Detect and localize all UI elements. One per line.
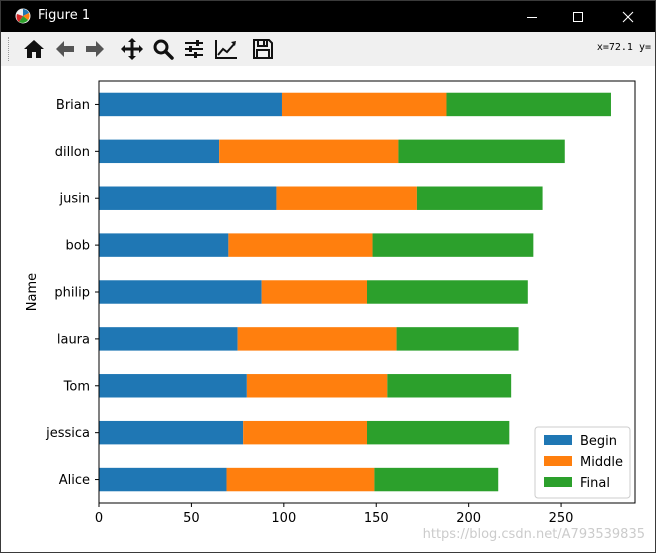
legend-swatch-middle (544, 456, 572, 466)
x-tick-label: 250 (549, 511, 574, 526)
bar-laura-middle (237, 327, 397, 351)
arrow-right-icon (86, 41, 104, 57)
window-title: Figure 1 (38, 8, 91, 23)
title-bar[interactable]: Figure 1 (1, 1, 655, 32)
matplotlib-logo-icon (15, 8, 31, 24)
home-button[interactable] (20, 35, 48, 63)
y-tick-label: jessica (45, 426, 90, 441)
navigation-toolbar: x=72.1 y= (1, 32, 655, 66)
bar-philip-begin (99, 280, 262, 304)
watermark: https://blog.csdn.net/A793539835 (422, 527, 645, 542)
legend-label-final: Final (580, 476, 610, 491)
legend-label-begin: Begin (580, 434, 617, 449)
close-button[interactable] (605, 1, 651, 32)
back-button[interactable] (51, 35, 79, 63)
bar-philip-middle (261, 280, 367, 304)
sliders-icon (185, 40, 203, 58)
x-tick-label: 150 (364, 511, 389, 526)
bar-alice-middle (226, 467, 375, 492)
line-chart-icon (215, 40, 237, 59)
bar-jessica-begin (99, 420, 244, 445)
x-tick-label: 50 (183, 511, 200, 526)
bar-jusin-final (416, 186, 543, 210)
x-tick-label: 200 (456, 511, 481, 526)
bar-jusin-middle (276, 186, 417, 210)
minimize-button[interactable] (509, 1, 555, 32)
y-tick-label: philip (54, 286, 90, 301)
bar-alice-final (374, 467, 499, 492)
bar-jessica-final (367, 420, 510, 445)
figure-canvas[interactable]: Alice jessica Tom laura philip bob jusin dillon… (1, 66, 655, 552)
maximize-button[interactable] (555, 1, 601, 32)
y-tick-label: bob (66, 239, 90, 254)
cursor-coordinates: x=72.1 y= (596, 42, 651, 53)
bar-alice-begin (99, 467, 227, 492)
arrow-left-icon (56, 41, 74, 57)
bar-jessica-middle (243, 420, 367, 445)
bar-laura-final (396, 327, 519, 351)
bar-bob-final (372, 233, 534, 257)
y-tick-label: Alice (59, 473, 90, 488)
move-icon (121, 38, 143, 60)
legend-swatch-final (544, 477, 572, 487)
y-axis-label: Name (25, 273, 40, 311)
bar-brian-middle (281, 92, 447, 117)
x-tick-label: 0 (95, 511, 103, 526)
magnifier-icon (153, 39, 174, 60)
bar-jusin-begin (99, 186, 277, 210)
bar-dillon-begin (99, 139, 220, 164)
floppy-disk-icon (253, 39, 273, 59)
close-icon (622, 11, 634, 22)
pan-button[interactable] (118, 35, 146, 63)
plot-frame (98, 80, 636, 504)
configure-subplots-button[interactable] (180, 35, 208, 63)
legend-label-middle: Middle (580, 455, 623, 470)
y-tick-label: jusin (59, 192, 90, 207)
stacked-bar-chart: Alice jessica Tom laura philip bob jusin dillon… (25, 80, 636, 526)
home-icon (24, 40, 44, 58)
zoom-button[interactable] (149, 35, 177, 63)
maximize-icon (573, 11, 583, 22)
edit-axis-button[interactable] (212, 35, 240, 63)
y-tick-label: Tom (63, 379, 90, 394)
save-button[interactable] (249, 35, 277, 63)
minimize-icon (527, 16, 537, 18)
bar-dillon-middle (219, 139, 399, 164)
bar-bob-middle (228, 233, 373, 257)
bar-tom-middle (246, 374, 388, 398)
bar-philip-final (367, 280, 528, 304)
legend-swatch-begin (544, 435, 572, 445)
y-tick-label: dillon (55, 145, 90, 160)
bar-brian-final (446, 92, 611, 117)
toolbar-grip[interactable] (8, 37, 12, 61)
bar-brian-begin (99, 92, 282, 117)
y-tick-label: Brian (56, 98, 90, 113)
forward-button[interactable] (81, 35, 109, 63)
bar-laura-begin (99, 327, 238, 351)
bar-tom-begin (99, 374, 247, 398)
y-tick-label: laura (57, 332, 90, 347)
bar-bob-begin (99, 233, 229, 257)
bar-tom-final (387, 374, 512, 398)
bar-dillon-final (398, 139, 565, 164)
x-tick-label: 100 (271, 511, 296, 526)
